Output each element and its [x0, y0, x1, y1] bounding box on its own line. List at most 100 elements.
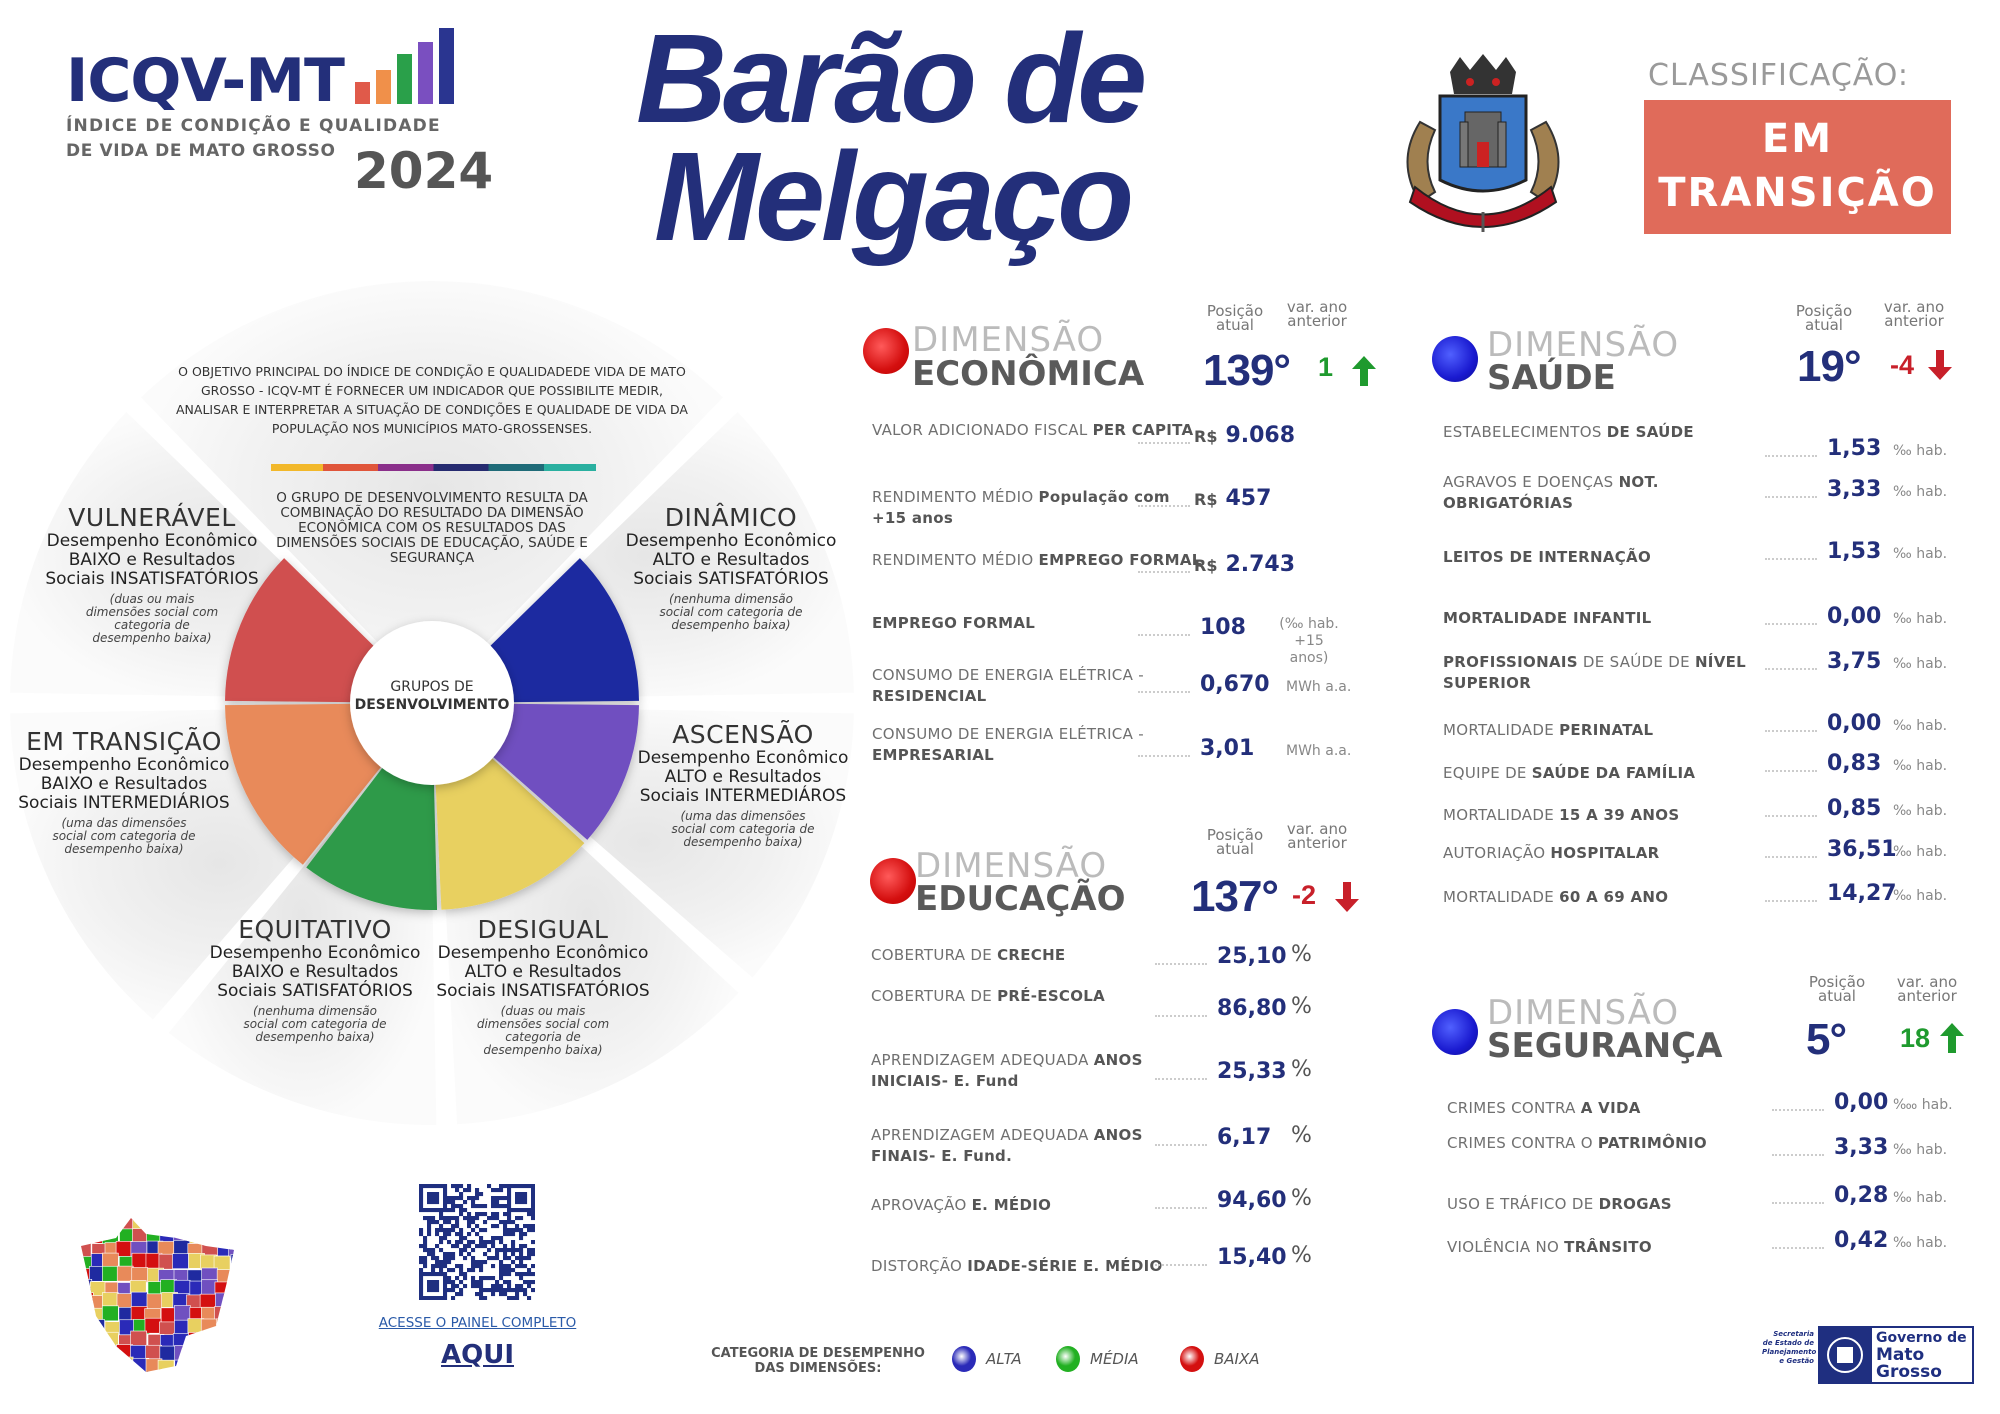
indicator-value: 108: [1200, 614, 1246, 642]
indicator-label: COBERTURA DE CRECHE: [871, 945, 1201, 966]
indicator-label: VALOR ADICIONADO FISCAL PER CAPITA: [872, 420, 1202, 441]
indicator-value: 0,28: [1834, 1182, 1888, 1210]
mato-grosso-map: [81, 1218, 234, 1372]
dimension-name: EDUCAÇÃO: [915, 879, 1126, 919]
aqui-link[interactable]: AQUI: [440, 1340, 514, 1370]
value: 0,00: [1827, 711, 1882, 736]
position-value: 19°: [1797, 342, 1862, 391]
label-part: ANOS FINAIS- E. Fund.: [871, 1126, 1143, 1165]
dotted-leader: [1138, 691, 1190, 693]
label-part: CRECHE: [997, 946, 1066, 964]
indicator-label: LEITOS DE INTERNAÇÃO: [1443, 547, 1773, 568]
gov-secretaria: Secretaria de Estado de Planejamento e G…: [1762, 1330, 1817, 1365]
indicator-unit: ‰ hab.: [1893, 443, 1948, 459]
dotted-leader: [1765, 496, 1817, 498]
variation-value: -2: [1292, 880, 1317, 910]
indicator-label: EQUIPE DE SAÚDE DA FAMÍLIA: [1443, 763, 1773, 784]
legend-item-alta: ALTA: [952, 1346, 1022, 1372]
label-part: ESTABELECIMENTOS: [1443, 423, 1607, 441]
value: 0,00: [1827, 604, 1882, 629]
label-part: APROVAÇÃO: [871, 1196, 972, 1214]
dimension-name: SAÚDE: [1487, 358, 1616, 398]
indicator-unit: ‰ hab.: [1893, 1190, 1948, 1206]
indicator-value: 0,670: [1200, 671, 1270, 699]
group-body: Desempenho Econômico ALTO e Resultados S…: [436, 943, 650, 1001]
blue-dot-icon: [1432, 1009, 1478, 1055]
indicator-label: MORTALIDADE 60 A 69 ANO: [1443, 887, 1773, 908]
logo-bar: [439, 28, 454, 104]
indicator-unit: %: [1291, 942, 1312, 967]
qr-code[interactable]: [419, 1184, 535, 1300]
value: 25,33: [1217, 1059, 1287, 1084]
indicator-label: EMPREGO FORMAL: [872, 613, 1202, 634]
legend-label: BAIXA: [1214, 1350, 1260, 1368]
value: 0,28: [1834, 1183, 1889, 1208]
currency: R$: [1194, 556, 1218, 575]
indicator-value: 0,00: [1827, 710, 1881, 738]
city-name-line-1: Barão de: [636, 8, 1147, 149]
indicator-unit: ‰ hab.: [1893, 1142, 1948, 1158]
label-part: EMPREGO FORMAL: [1038, 551, 1202, 569]
label-part: HOSPITALAR: [1550, 844, 1660, 862]
red-dot-icon: [1180, 1346, 1204, 1372]
legend-title: CATEGORIA DE DESEMPENHO DAS DIMENSÕES:: [711, 1346, 925, 1376]
group-title: ASCENSÃO: [672, 720, 814, 749]
indicator-label: MORTALIDADE PERINATAL: [1443, 720, 1773, 741]
panel-link[interactable]: ACESSE O PAINEL COMPLETO: [378, 1315, 577, 1331]
dotted-leader: [1155, 1207, 1207, 1209]
position-header: Posição atual: [1206, 302, 1264, 334]
green-dot-icon: [1056, 1346, 1080, 1372]
dotted-leader: [1155, 1144, 1207, 1146]
group-note: (duas ou mais dimensões social com categ…: [85, 592, 219, 645]
label-part: DROGAS: [1598, 1195, 1672, 1213]
logo-bar: [355, 82, 370, 104]
group-title: VULNERÁVEL: [68, 503, 236, 532]
indicator-unit: %: [1291, 1123, 1312, 1148]
wheel-center-label: GRUPOS DE DESENVOLVIMENTO: [342, 678, 522, 714]
center-label-line-2: DESENVOLVIMENTO: [354, 697, 510, 713]
indicator-label: CONSUMO DE ENERGIA ELÉTRICA - RESIDENCIA…: [872, 665, 1202, 707]
label-part: CONSUMO DE ENERGIA ELÉTRICA -: [872, 666, 1144, 684]
city-name-line-2: Melgaço: [654, 126, 1134, 267]
wheel-background-sector: [132, 275, 732, 708]
group-note: (uma das dimensões social com categoria …: [671, 809, 815, 849]
coat-of-arms-icon: [1406, 54, 1560, 232]
position-header: Posição atual: [1808, 973, 1866, 1005]
indicator-value: 3,33: [1834, 1134, 1888, 1162]
indicator-value: 0,85: [1827, 795, 1881, 823]
value: 86,80: [1217, 996, 1287, 1021]
value: 36,51: [1827, 837, 1897, 862]
indicator-value: R$ 2.743: [1194, 551, 1295, 580]
group-label-vulneravel: VULNERÁVEL Desempenho Econômico BAIXO e R…: [22, 503, 282, 645]
indicator-value: 14,27: [1827, 880, 1897, 908]
arrow-down-icon: [1928, 350, 1952, 380]
logo-year: 2024: [354, 142, 494, 200]
objective-text: O OBJETIVO PRINCIPAL DO ÍNDICE DE CONDIÇ…: [176, 364, 688, 436]
indicator-label: CONSUMO DE ENERGIA ELÉTRICA - EMPRESARIA…: [872, 724, 1202, 766]
value: 2.743: [1225, 552, 1296, 577]
legend-label: ALTA: [986, 1350, 1022, 1368]
label-part: MORTALIDADE INFANTIL: [1443, 609, 1652, 627]
group-body: Desempenho Econômico ALTO e Resultados S…: [637, 748, 849, 806]
development-groups-wheel: [4, 275, 860, 1131]
label-part: VIOLÊNCIA NO: [1447, 1238, 1565, 1256]
value: 15,40: [1217, 1245, 1287, 1270]
indicator-value: 1,53: [1827, 435, 1881, 463]
wheel-center: [350, 621, 514, 785]
indicator-unit: ‰ hab.: [1893, 484, 1948, 500]
label-part: ANOS INICIAIS- E. Fund: [871, 1051, 1143, 1090]
indicator-label: COBERTURA DE PRÉ-ESCOLA: [871, 986, 1201, 1007]
value: 3,33: [1827, 477, 1882, 502]
indicator-label: APRENDIZAGEM ADEQUADA ANOS FINAIS- E. Fu…: [871, 1125, 1201, 1167]
logo-bar: [418, 42, 433, 104]
logo-bar: [397, 54, 412, 104]
group-description: O GRUPO DE DESENVOLVIMENTO RESULTA DA CO…: [276, 490, 588, 566]
label-part: EMPRESARIAL: [872, 746, 994, 764]
dimension-kicker: DIMENSÃO: [1487, 993, 1680, 1033]
dotted-leader: [1765, 730, 1817, 732]
indicator-unit: (‰ hab. +15 anos): [1279, 616, 1339, 666]
gradient-divider: [271, 464, 596, 471]
indicator-unit: MWh a.a.: [1286, 679, 1352, 695]
indicator-label: APRENDIZAGEM ADEQUADA ANOS INICIAIS- E. …: [871, 1050, 1201, 1092]
indicator-value: 0,00: [1827, 603, 1881, 631]
